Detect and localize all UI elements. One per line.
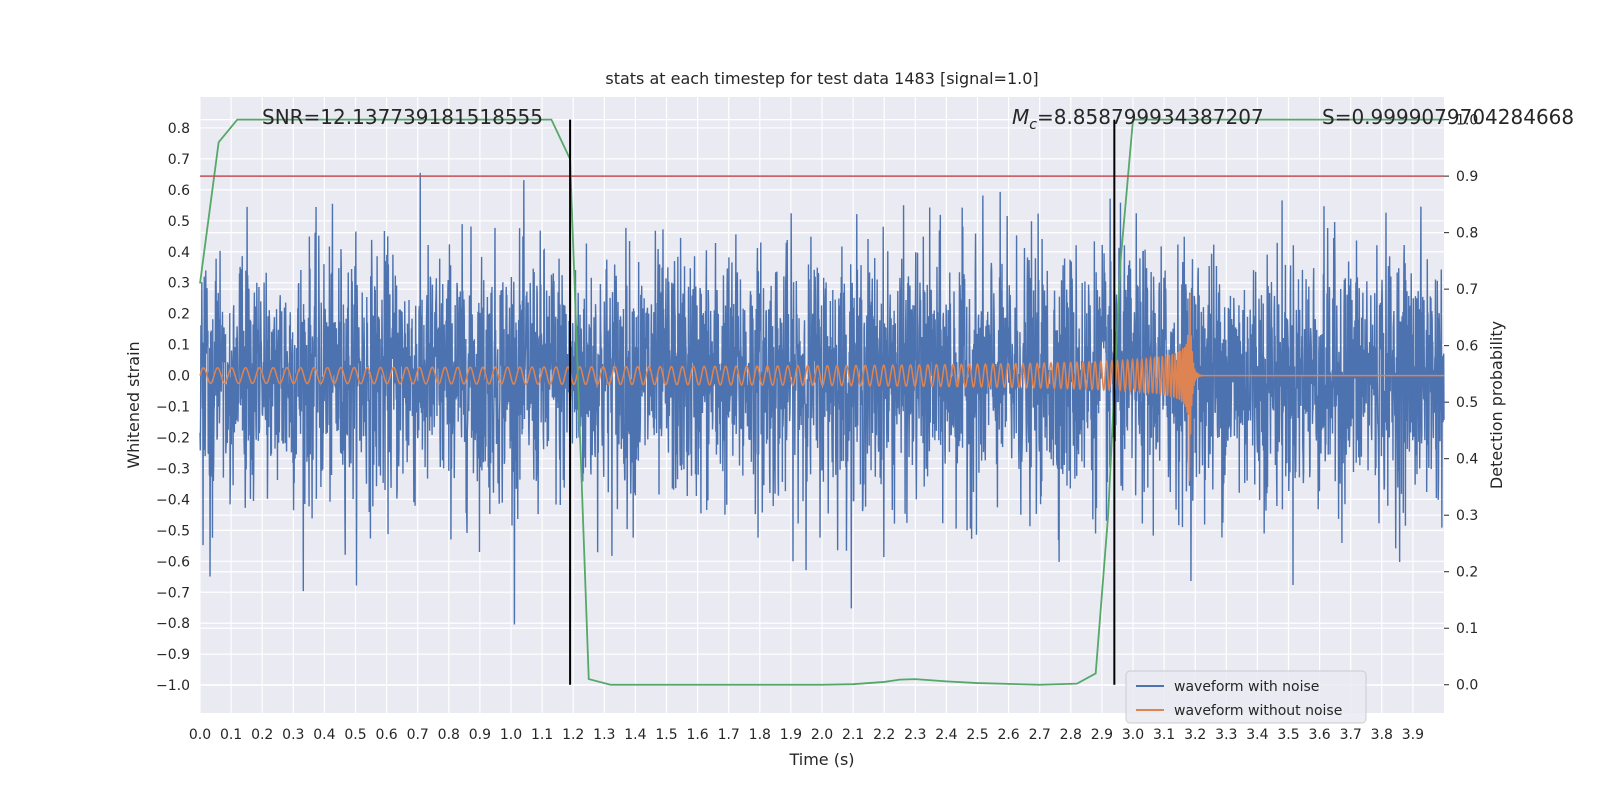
x-tick-label: 3.0 [1122,727,1144,743]
y2-tick-label: 0.9 [1456,169,1478,185]
x-tick-label: 1.4 [624,727,646,743]
x-tick-label: 3.4 [1246,727,1268,743]
x-tick-label: 2.7 [1029,727,1051,743]
y-tick-label: 0.6 [168,183,190,199]
y2-tick-label: 0.8 [1456,226,1478,242]
x-tick-label: 1.5 [655,727,677,743]
x-tick-label: 3.3 [1215,727,1237,743]
legend-entry: waveform without noise [1174,703,1342,719]
y-tick-label: −0.7 [156,585,190,601]
legend-entry: waveform with noise [1174,679,1319,695]
x-tick-label: 1.8 [749,727,771,743]
y-tick-label: −0.8 [156,616,190,632]
x-tick-label: 1.7 [718,727,740,743]
y2-axis-label: Detection probability [1487,321,1506,489]
y2-tick-label: 0.5 [1456,395,1478,411]
series-waveform-without-noise [199,294,1444,482]
y-tick-label: −0.6 [156,554,190,570]
y2-tick-label: 0.0 [1456,678,1478,694]
y-tick-label: −0.3 [156,461,190,477]
x-axis-label: Time (s) [788,750,854,769]
y-tick-label: 0.8 [168,121,190,137]
chirp-mass-annotation: Mc=8.858799934387207 [1012,105,1264,133]
x-tick-label: 2.9 [1091,727,1113,743]
x-tick-label: 0.5 [344,727,366,743]
x-tick-label: 0.9 [469,727,491,743]
x-tick-label: 1.6 [686,727,708,743]
legend-box [1125,670,1367,724]
y-tick-label: 0.7 [168,152,190,168]
x-tick-label: 0.8 [438,727,460,743]
y2-tick-label: 0.3 [1456,508,1478,524]
x-tick-label: 1.3 [593,727,615,743]
y-tick-label: −0.2 [156,431,190,447]
y-tick-label: 0.3 [168,276,190,292]
x-tick-label: 3.6 [1308,727,1330,743]
y-tick-label: −0.4 [156,492,190,508]
x-tick-label: 0.3 [282,727,304,743]
x-tick-label: 3.1 [1153,727,1175,743]
y-axis-label: Whitened strain [124,341,143,468]
y-tick-label: −0.5 [156,523,190,539]
y2-tick-label: 0.4 [1456,452,1478,468]
y-tick-label: 0.5 [168,214,190,230]
chirp-mass-symbol: M [1012,105,1029,129]
x-tick-label: 2.8 [1060,727,1082,743]
x-tick-label: 0.4 [313,727,335,743]
x-tick-label: 0.2 [251,727,273,743]
chart-title: stats at each timestep for test data 148… [605,69,1038,88]
x-tick-label: 3.9 [1402,727,1424,743]
x-tick-label: 2.0 [811,727,833,743]
y-tick-label: −0.9 [156,647,190,663]
y-tick-label: 0.0 [168,369,190,385]
y-tick-label: 0.1 [168,338,190,354]
x-tick-label: 2.3 [904,727,926,743]
y-tick-label: 0.2 [168,307,190,323]
x-tick-label: 2.5 [966,727,988,743]
y2-tick-label: 0.2 [1456,565,1478,581]
chirp-mass-value: =8.858799934387207 [1037,105,1264,129]
x-tick-label: 2.6 [997,727,1019,743]
x-tick-label: 2.1 [842,727,864,743]
x-tick-label: 1.1 [531,727,553,743]
x-tick-label: 0.7 [407,727,429,743]
x-tick-label: 3.2 [1184,727,1206,743]
y2-tick-label: 0.6 [1456,339,1478,355]
x-tick-label: 0.6 [375,727,397,743]
chirp-mass-subscript: c [1029,117,1037,133]
x-tick-label: 1.2 [562,727,584,743]
y2-tick-label: 1.0 [1456,113,1478,129]
series-detection-probability [199,118,1444,686]
x-tick-label: 3.5 [1277,727,1299,743]
y-tick-label: −1.0 [156,678,190,694]
x-tick-label: 3.7 [1340,727,1362,743]
x-tick-label: 1.9 [780,727,802,743]
series-waveform-with-noise [199,172,1445,625]
y-tick-label: −0.1 [156,400,190,416]
y-tick-label: 0.4 [168,245,190,261]
x-tick-label: 2.2 [873,727,895,743]
significance-annotation: S=0.9999079704284668 [1322,105,1574,129]
snr-annotation: SNR=12.137739181518555 [262,105,543,129]
x-tick-label: 0.1 [220,727,242,743]
x-tick-label: 2.4 [935,727,957,743]
x-tick-label: 1.0 [500,727,522,743]
y2-tick-label: 0.1 [1456,621,1478,637]
x-tick-label: 3.8 [1371,727,1393,743]
x-tick-label: 0.0 [189,727,211,743]
y2-tick-label: 0.7 [1456,282,1478,298]
